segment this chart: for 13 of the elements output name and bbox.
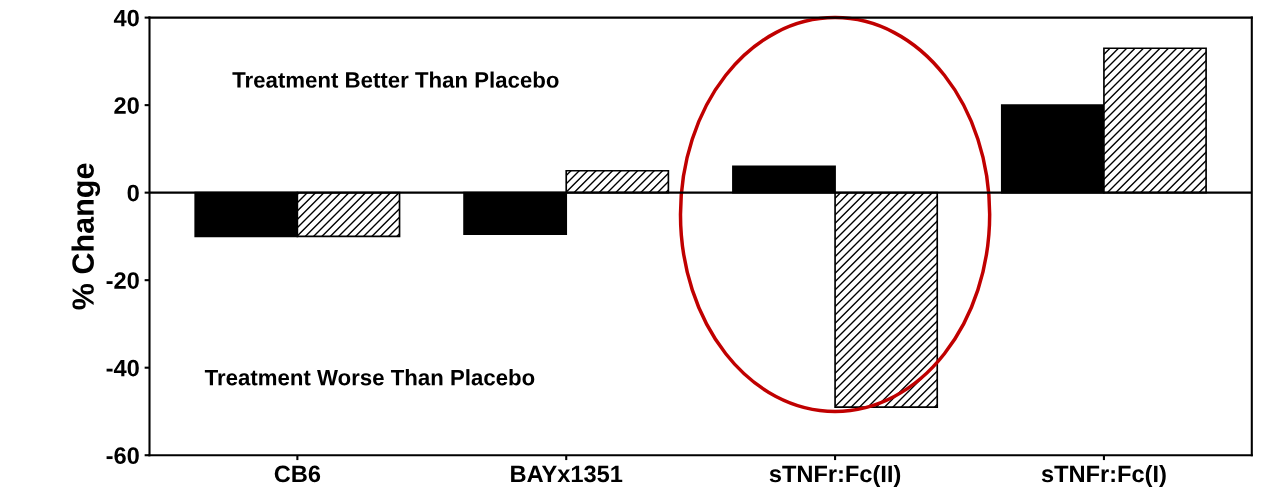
annotation: Treatment Worse Than Placebo — [204, 369, 535, 386]
y-tick-label: 20 — [114, 97, 139, 114]
x-tick-label: sTNFr:Fc(I) — [1041, 464, 1166, 487]
y-tick-label: -60 — [106, 447, 139, 464]
x-tick-label: sTNFr:Fc(II) — [769, 464, 901, 487]
y-tick-label: 0 — [127, 184, 139, 202]
x-tick-label: BAYx1351 — [511, 465, 623, 483]
y-tick-label: 40 — [113, 9, 139, 27]
annotation: Treatment Better Than Placebo — [232, 71, 559, 88]
x-tick-label: CB6 — [274, 465, 321, 483]
y-tick-label: -40 — [106, 359, 139, 377]
y-axis-title: % Change — [71, 163, 101, 310]
y-tick-label: -20 — [106, 272, 139, 289]
